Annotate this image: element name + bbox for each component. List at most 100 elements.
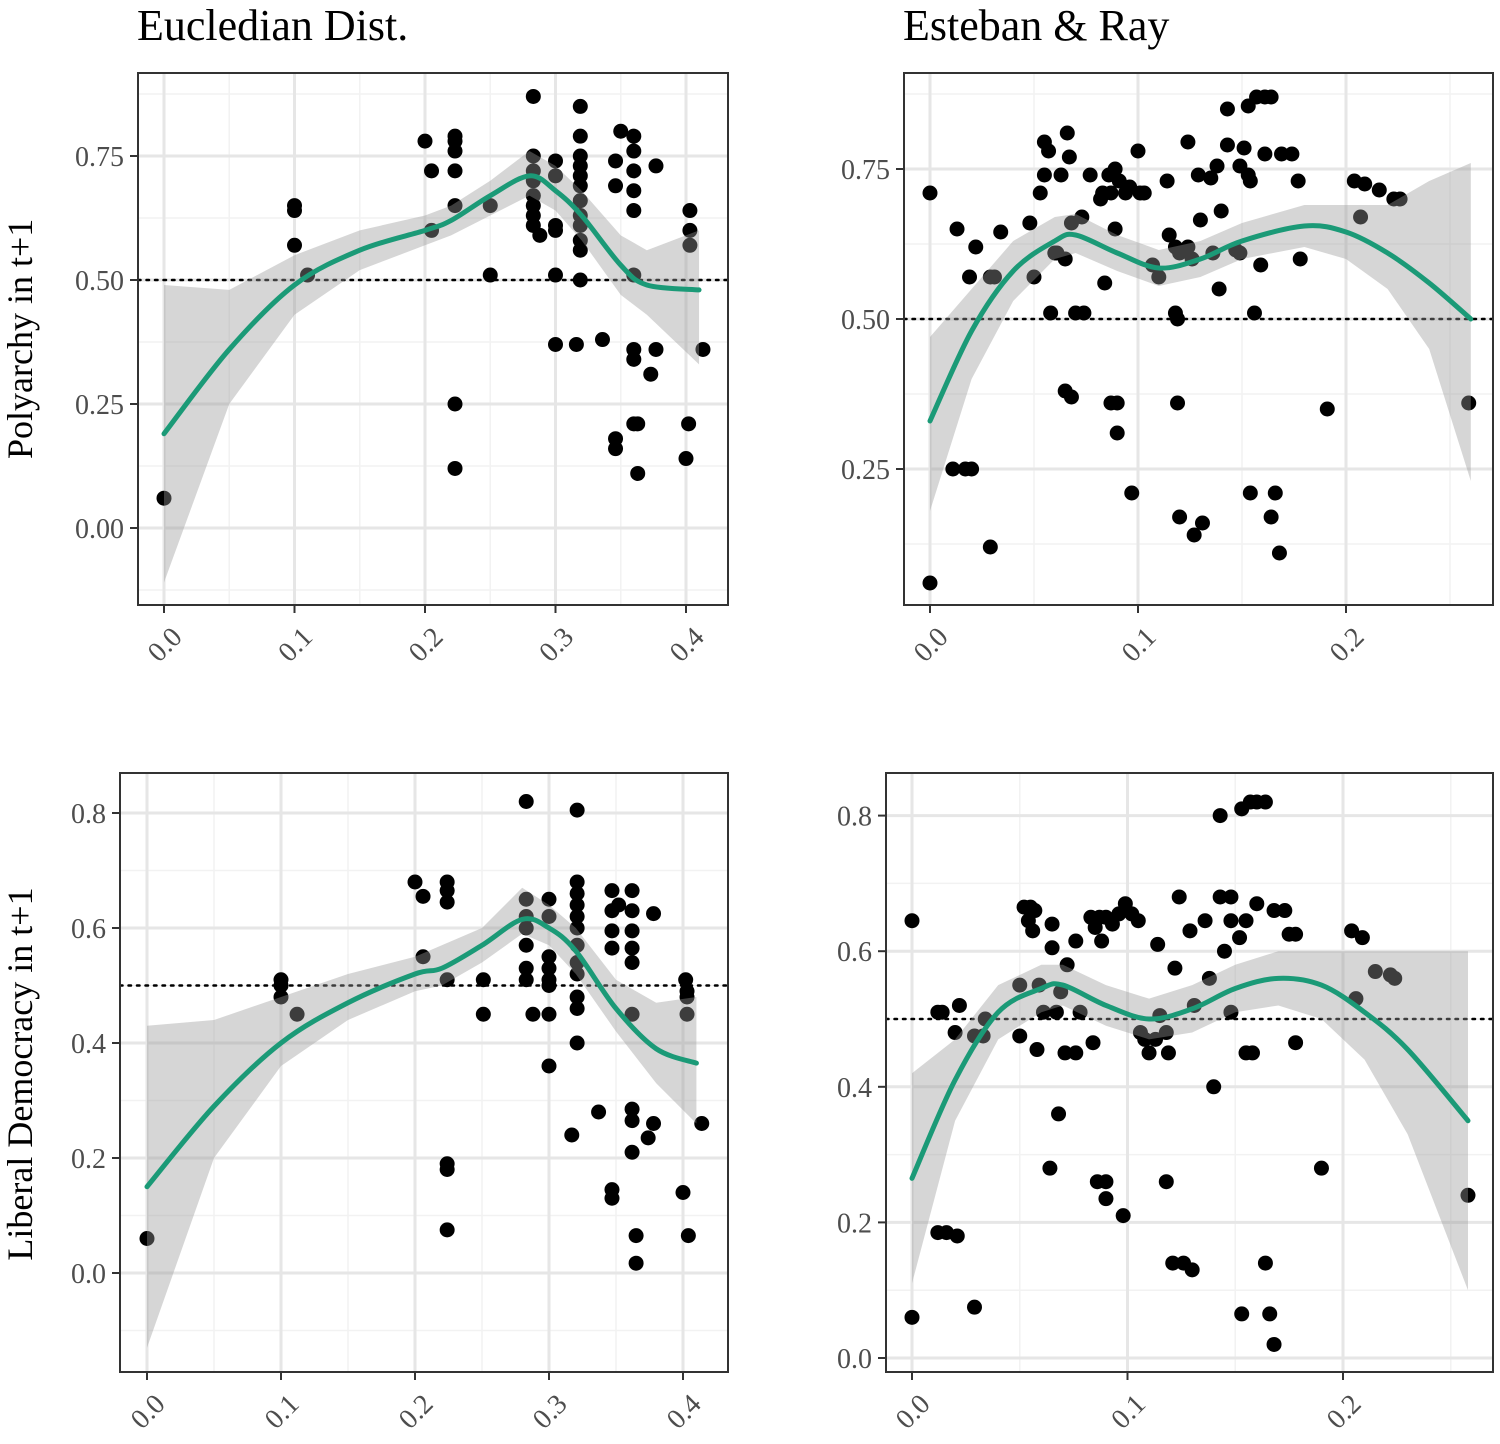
panel-border: [903, 72, 1494, 606]
y-tick-label: 0.50: [841, 305, 890, 336]
data-point: [475, 1006, 491, 1022]
data-point: [1242, 173, 1258, 189]
data-point: [572, 272, 588, 288]
data-point: [1292, 251, 1308, 267]
data-point: [1082, 167, 1098, 183]
plot-area: [138, 73, 728, 605]
data-point: [1262, 1306, 1278, 1322]
data-point: [541, 1006, 557, 1022]
data-point: [1036, 167, 1052, 183]
data-point: [569, 886, 585, 901]
data-point: [1076, 305, 1092, 321]
data-point: [287, 237, 302, 253]
data-point: [1277, 903, 1293, 919]
data-point: [1206, 1079, 1222, 1095]
data-point: [1172, 509, 1188, 525]
data-point: [608, 441, 624, 457]
data-point: [1059, 957, 1075, 973]
data-point: [1319, 401, 1335, 417]
data-point: [1043, 305, 1059, 321]
data-point: [680, 1228, 696, 1244]
x-tick-label: 0.1: [272, 622, 319, 669]
data-point: [1460, 1187, 1476, 1203]
data-point: [1266, 1336, 1282, 1352]
panel-bottom-left: 0.0 0.1 0.2 0.3 0.4 0.0 0.2 0.4 0.6 0.8: [71, 772, 729, 1436]
data-point: [1246, 305, 1262, 321]
data-point: [1236, 140, 1252, 156]
data-point: [626, 351, 642, 367]
data-point: [624, 883, 640, 899]
data-point: [643, 366, 659, 382]
data-point: [541, 891, 557, 907]
data-point: [678, 451, 694, 467]
data-point: [1137, 1031, 1153, 1047]
data-point: [439, 883, 455, 899]
panel-top-left: 0.0 0.1 0.2 0.3 0.4 0.00 0.25 0.50 0.75: [75, 72, 729, 669]
data-point: [482, 198, 498, 214]
data-point: [1165, 1255, 1181, 1271]
x-tick-label: 0.3: [527, 1389, 574, 1436]
data-point: [569, 1035, 585, 1051]
data-point: [951, 997, 967, 1013]
data-point: [569, 989, 585, 1005]
data-point: [1371, 182, 1387, 198]
data-point: [1150, 936, 1166, 952]
data-point: [626, 163, 642, 179]
data-point: [1061, 149, 1077, 165]
data-point: [564, 1127, 580, 1143]
data-point: [569, 1001, 585, 1016]
y-tick-label: 0.4: [837, 1073, 872, 1104]
data-point: [947, 1025, 963, 1041]
confidence-band: [912, 951, 1468, 1291]
data-point: [949, 221, 965, 237]
data-point: [624, 955, 640, 970]
data-point: [1263, 89, 1279, 105]
data-point: [1290, 173, 1306, 189]
confidence-band: [147, 887, 697, 1348]
data-point: [604, 923, 620, 939]
data-point: [1151, 269, 1167, 285]
data-point: [1041, 143, 1057, 159]
data-point: [1048, 1004, 1064, 1020]
data-point: [1074, 209, 1090, 225]
data-point: [1057, 1045, 1073, 1061]
data-point: [1035, 1004, 1051, 1020]
data-point: [1313, 1160, 1329, 1176]
data-point: [1223, 889, 1239, 905]
data-point: [482, 267, 498, 283]
plot-area: [904, 73, 1493, 605]
data-point: [1267, 485, 1283, 501]
data-point: [1085, 1035, 1101, 1051]
data-point: [934, 1004, 950, 1020]
data-point: [1274, 146, 1290, 162]
data-point: [569, 897, 585, 913]
data-point: [532, 227, 548, 243]
x-tick-label: 0.0: [125, 1389, 172, 1436]
y-tick-label: 0.2: [71, 1144, 106, 1175]
data-point: [1059, 125, 1075, 141]
data-point: [1032, 185, 1048, 201]
data-point: [611, 897, 627, 913]
data-point: [682, 203, 698, 219]
data-point: [1211, 281, 1227, 297]
data-point: [1232, 930, 1248, 946]
data-point: [569, 802, 585, 818]
data-point: [1197, 913, 1213, 929]
data-point: [966, 1299, 982, 1315]
data-point: [525, 1006, 541, 1022]
y-tick-label: 0.2: [837, 1208, 872, 1239]
data-point: [628, 1255, 644, 1271]
plot-area: [886, 773, 1493, 1372]
data-point: [1234, 1306, 1250, 1322]
data-point: [569, 874, 585, 890]
data-point: [648, 341, 664, 357]
data-point: [1136, 185, 1152, 201]
data-point: [630, 465, 646, 481]
data-point: [273, 978, 289, 993]
data-point: [1192, 212, 1208, 228]
data-point: [626, 143, 642, 159]
smooth-line: [909, 975, 1471, 1181]
panel-border: [137, 72, 729, 606]
data-point: [1051, 1106, 1067, 1122]
